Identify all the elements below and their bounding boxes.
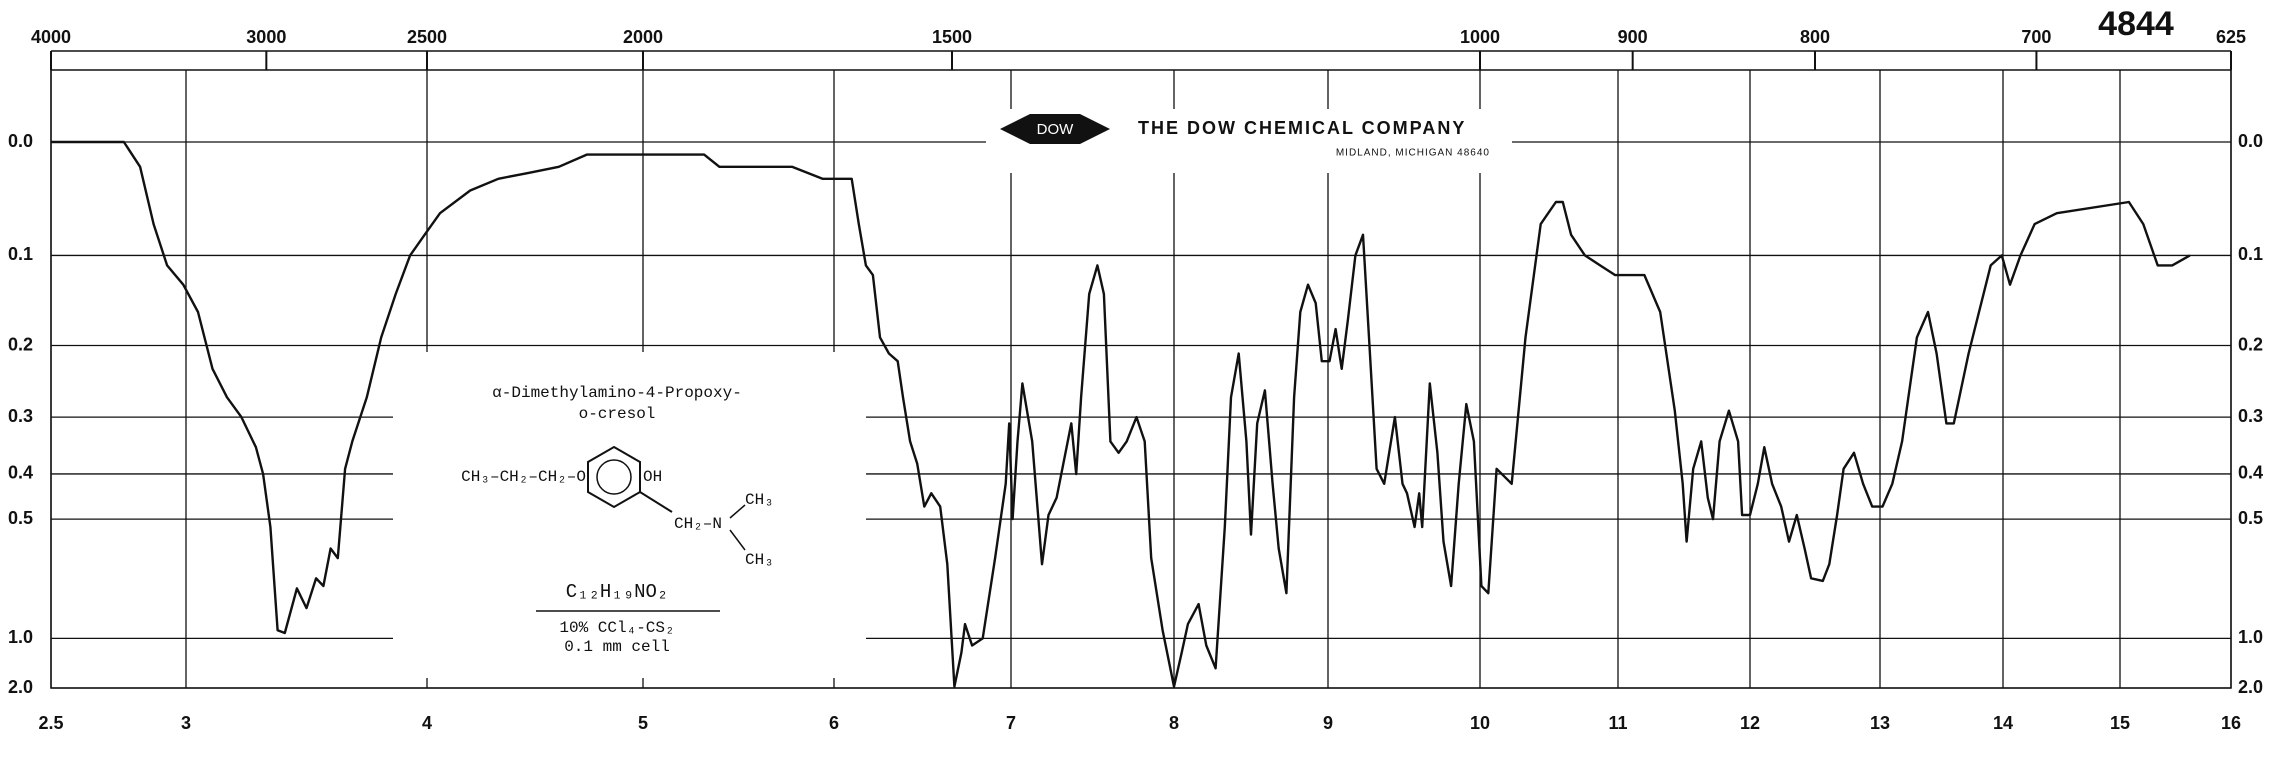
logo-text: DOW <box>1037 121 1075 138</box>
y-tick-label: 0.0 <box>8 131 33 151</box>
structure-methyl: CH₃ <box>745 491 774 509</box>
bond <box>729 529 746 551</box>
x2-tick-label: 900 <box>1618 27 1648 47</box>
structure-side-chain: CH₂–N <box>674 515 722 533</box>
x-tick-label: 11 <box>1608 713 1627 733</box>
x-tick-label: 9 <box>1323 713 1333 733</box>
y2-tick-label: 0.2 <box>2238 334 2263 354</box>
bond <box>729 504 746 519</box>
y2-tick-label: 2.0 <box>2238 677 2263 697</box>
y-tick-label: 0.2 <box>8 334 33 354</box>
compound-name: α-Dimethylamino-4-Propoxy- <box>492 384 742 402</box>
y-tick-label: 2.0 <box>8 677 33 697</box>
x2-tick-label: 2500 <box>407 27 447 47</box>
conditions: 0.1 mm cell <box>564 638 670 656</box>
compound-name: o-cresol <box>579 405 656 423</box>
spectrum-line <box>51 140 2191 688</box>
company-location: MIDLAND, MICHIGAN 48640 <box>1336 148 1490 159</box>
y2-tick-label: 0.0 <box>2238 131 2263 151</box>
structure-hydroxyl: OH <box>643 468 662 486</box>
x-tick-label: 7 <box>1006 713 1016 733</box>
x2-tick-label: 2000 <box>623 27 663 47</box>
x2-tick-label: 3000 <box>246 27 286 47</box>
y2-tick-label: 0.1 <box>2238 244 2263 264</box>
x-tick-label: 5 <box>638 713 648 733</box>
marks-layer <box>51 140 2191 688</box>
x-tick-label: 3 <box>181 713 191 733</box>
x-tick-label: 4 <box>422 713 432 733</box>
label-box <box>393 352 866 678</box>
x-tick-label: 16 <box>2221 713 2241 733</box>
x-tick-label: 10 <box>1470 713 1490 733</box>
x-tick-label: 13 <box>1870 713 1890 733</box>
x2-tick-label: 800 <box>1800 27 1830 47</box>
y2-tick-label: 0.4 <box>2238 463 2263 483</box>
y2-tick-label: 0.3 <box>2238 406 2263 426</box>
ring-circle <box>596 459 632 495</box>
x2-tick-label: 700 <box>2021 27 2051 47</box>
x-tick-label: 14 <box>1993 713 2013 733</box>
bond <box>639 491 673 513</box>
x2-tick-label: 4000 <box>31 27 71 47</box>
y-tick-label: 0.5 <box>8 508 33 528</box>
y-tick-label: 1.0 <box>8 627 33 647</box>
company-name: THE DOW CHEMICAL COMPANY <box>1138 118 1466 138</box>
y-tick-label: 0.1 <box>8 244 33 264</box>
y-tick-label: 0.3 <box>8 406 33 426</box>
x-tick-label: 8 <box>1169 713 1179 733</box>
x-tick-label: 12 <box>1740 713 1760 733</box>
formula: C₁₂H₁₉NO₂ <box>566 581 669 603</box>
x2-tick-label: 1500 <box>932 27 972 47</box>
x-tick-label: 2.5 <box>38 713 63 733</box>
x-tick-label: 15 <box>2110 713 2130 733</box>
x2-tick-label: 1000 <box>1460 27 1500 47</box>
structure-chain: CH₃–CH₂–CH₂–O <box>461 468 586 486</box>
y2-tick-label: 1.0 <box>2238 627 2263 647</box>
y2-tick-label: 0.5 <box>2238 508 2263 528</box>
benzene-ring <box>587 445 641 509</box>
conditions: 10% CCl₄-CS₂ <box>559 619 674 637</box>
x-tick-label: 6 <box>829 713 839 733</box>
spectrum-number: 4844 <box>2098 5 2174 43</box>
logo-shape <box>1000 114 1110 144</box>
y-tick-label: 0.4 <box>8 463 33 483</box>
x2-tick-label: 625 <box>2216 27 2246 47</box>
structure-methyl: CH₃ <box>745 551 774 569</box>
